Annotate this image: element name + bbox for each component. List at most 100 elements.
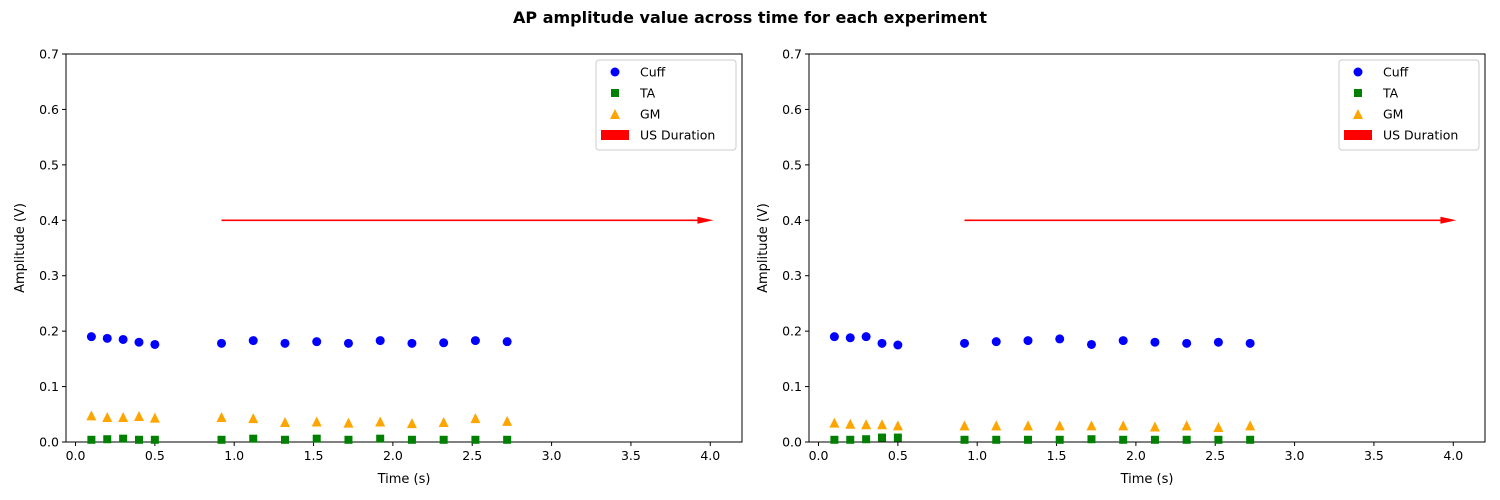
legend-swatch-us-duration xyxy=(1344,130,1372,140)
y-tick-label: 0.2 xyxy=(39,324,59,339)
x-axis-label: Time (s) xyxy=(377,472,431,487)
data-point-cuff xyxy=(343,338,353,348)
data-point-gm xyxy=(375,416,386,427)
data-point-cuff xyxy=(877,338,887,348)
data-point-cuff xyxy=(86,332,96,342)
us-duration-arrow-head xyxy=(697,216,714,224)
data-point-ta xyxy=(1055,435,1064,444)
data-point-ta xyxy=(503,435,512,444)
data-point-ta xyxy=(830,435,839,444)
data-point-cuff xyxy=(407,338,417,348)
data-point-cuff xyxy=(1182,338,1192,348)
legend-label: GM xyxy=(640,107,660,122)
data-point-ta xyxy=(119,434,128,443)
y-tick-label: 0.4 xyxy=(39,213,59,228)
data-point-gm xyxy=(1022,420,1033,431)
data-point-cuff xyxy=(118,334,128,344)
x-axis-label: Time (s) xyxy=(1120,472,1174,487)
data-point-cuff xyxy=(150,339,160,349)
y-tick-label: 0.5 xyxy=(782,157,802,172)
data-point-gm xyxy=(343,417,354,428)
data-point-cuff xyxy=(375,336,385,346)
x-tick-label: 3.0 xyxy=(1285,448,1305,463)
data-point-gm xyxy=(861,419,872,430)
legend-label: TA xyxy=(1382,86,1399,101)
plot-frame xyxy=(808,53,1486,443)
data-point-gm xyxy=(406,418,417,429)
data-point-ta xyxy=(249,434,258,443)
data-point-gm xyxy=(86,410,97,421)
data-point-ta xyxy=(1150,435,1159,444)
legend-box xyxy=(595,59,737,151)
data-point-gm xyxy=(1213,422,1224,433)
x-tick-label: 4.0 xyxy=(1443,448,1463,463)
y-tick-label: 0.6 xyxy=(39,102,59,117)
data-point-cuff xyxy=(1055,334,1065,344)
data-point-cuff xyxy=(280,338,290,348)
legend-swatch-us-duration xyxy=(601,130,629,140)
data-point-ta xyxy=(992,435,1001,444)
data-point-gm xyxy=(118,412,129,423)
data-point-gm xyxy=(502,415,513,426)
data-point-gm xyxy=(1054,420,1065,431)
y-tick-label: 0.0 xyxy=(782,435,802,450)
chart-panel-left: 0.0 0.5 1.0 1.5 2.0 2.5 3.0 3.5 4.0 0.0 0.1 0.2 0.3 0… xyxy=(13,47,743,487)
data-point-ta xyxy=(893,433,902,442)
y-tick-label: 0.7 xyxy=(39,47,59,62)
legend-marker-cuff xyxy=(610,67,620,77)
y-axis-label: Amplitude (V) xyxy=(13,203,28,293)
data-point-ta xyxy=(862,435,871,444)
data-point-gm xyxy=(1086,420,1097,431)
data-point-gm xyxy=(216,412,227,423)
data-point-gm xyxy=(1245,420,1256,431)
x-tick-label: 1.0 xyxy=(967,448,987,463)
data-point-cuff xyxy=(861,332,871,342)
data-point-gm xyxy=(438,417,449,428)
data-point-gm xyxy=(102,412,113,423)
data-point-cuff xyxy=(1245,338,1255,348)
legend-marker-gm xyxy=(1353,109,1363,119)
data-point-cuff xyxy=(1150,337,1160,347)
data-point-cuff xyxy=(1213,337,1223,347)
x-tick-label: 0.0 xyxy=(809,448,829,463)
legend-marker-cuff xyxy=(1353,67,1363,77)
data-point-cuff xyxy=(217,338,227,348)
data-point-ta xyxy=(439,435,448,444)
legend-marker-ta xyxy=(1354,89,1362,97)
legend-label: US Duration xyxy=(640,128,715,143)
data-point-ta xyxy=(407,435,416,444)
data-point-gm xyxy=(959,420,970,431)
x-tick-label: 0.5 xyxy=(145,448,165,463)
data-point-ta xyxy=(1214,435,1223,444)
data-point-ta xyxy=(1023,435,1032,444)
data-point-cuff xyxy=(1086,339,1096,349)
data-point-ta xyxy=(1087,435,1096,444)
plot-frame xyxy=(65,53,743,443)
x-tick-label: 2.0 xyxy=(383,448,403,463)
data-point-cuff xyxy=(893,340,903,350)
data-point-ta xyxy=(87,435,96,444)
data-point-ta xyxy=(134,435,143,444)
y-tick-label: 0.7 xyxy=(782,47,802,62)
data-point-ta xyxy=(344,435,353,444)
legend-label: Cuff xyxy=(640,65,666,80)
legend-label: Cuff xyxy=(1383,65,1409,80)
figure-title: AP amplitude value across time for each … xyxy=(513,8,987,27)
data-point-cuff xyxy=(829,332,839,342)
x-tick-label: 3.5 xyxy=(621,448,641,463)
data-point-ta xyxy=(1246,435,1255,444)
data-point-gm xyxy=(133,410,144,421)
y-tick-label: 0.0 xyxy=(39,435,59,450)
x-tick-label: 4.0 xyxy=(700,448,720,463)
data-point-cuff xyxy=(248,336,258,346)
data-point-ta xyxy=(877,433,886,442)
x-tick-label: 3.0 xyxy=(542,448,562,463)
data-point-gm xyxy=(829,417,840,428)
x-tick-label: 0.0 xyxy=(66,448,86,463)
data-point-ta xyxy=(312,434,321,443)
legend-label: TA xyxy=(639,86,656,101)
x-tick-label: 2.5 xyxy=(1205,448,1225,463)
legend-box xyxy=(1338,59,1480,151)
data-point-cuff xyxy=(1118,336,1128,346)
